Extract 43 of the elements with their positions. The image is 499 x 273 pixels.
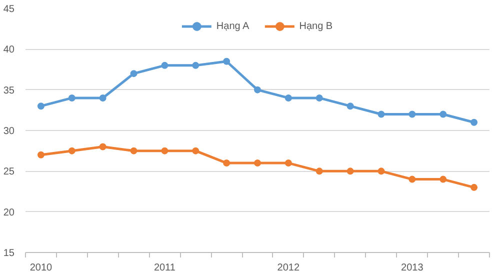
- point: [161, 147, 168, 154]
- y-tick-label: 15: [3, 248, 15, 259]
- point: [99, 94, 106, 102]
- x-tick-label: 2012: [277, 262, 300, 273]
- legend-label: Hạng A: [216, 20, 250, 32]
- x-tick-label: 2011: [154, 262, 176, 273]
- point: [130, 70, 138, 78]
- point: [130, 147, 138, 154]
- point: [470, 118, 478, 126]
- y-tick-label: 45: [3, 4, 15, 15]
- x-tick-label: 2013: [401, 262, 424, 273]
- point: [316, 168, 323, 175]
- point: [68, 94, 76, 102]
- point: [37, 151, 44, 158]
- point: [284, 160, 292, 167]
- legend-label: Hạng B: [299, 20, 333, 32]
- point: [346, 168, 354, 175]
- point: [440, 110, 447, 118]
- point: [192, 147, 200, 154]
- point: [99, 143, 106, 150]
- point: [284, 94, 292, 102]
- y-tick-label: 30: [3, 126, 15, 137]
- y-tick-label: 25: [3, 166, 15, 178]
- point: [440, 176, 447, 183]
- y-tick-label: 35: [3, 85, 15, 96]
- point: [408, 110, 416, 118]
- x-tick-label: 2010: [30, 262, 53, 273]
- point: [192, 62, 200, 69]
- point: [37, 102, 44, 110]
- point: [161, 62, 168, 69]
- point: [378, 110, 385, 118]
- point: [68, 147, 76, 154]
- y-tick-label: 20: [3, 207, 15, 218]
- y-tick-label: 40: [3, 44, 15, 56]
- point: [254, 86, 261, 94]
- point: [408, 176, 416, 183]
- point: [346, 102, 354, 110]
- point: [223, 160, 230, 167]
- point: [316, 94, 323, 102]
- point: [254, 160, 261, 167]
- point: [223, 58, 230, 65]
- point: [470, 184, 478, 191]
- point: [378, 168, 385, 175]
